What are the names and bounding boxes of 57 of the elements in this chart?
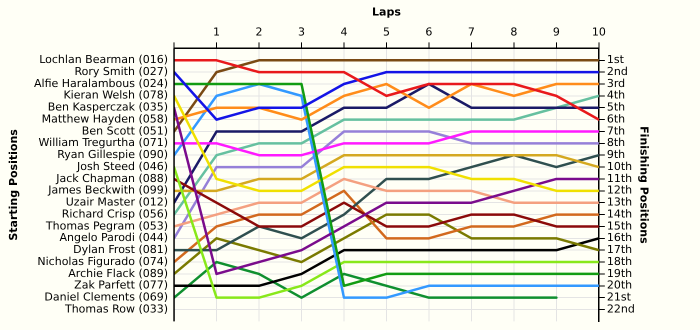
y-tick-label: 19th <box>606 266 632 280</box>
x-tick-label: 8 <box>510 26 518 39</box>
series-label: Nicholas Figurado (074) <box>37 254 168 268</box>
series-label: Richard Crisp (056) <box>62 207 168 220</box>
y-tick-label: 22nd <box>606 302 635 316</box>
x-tick-label: 2 <box>256 26 263 39</box>
y-tick-label: 14th <box>606 207 632 220</box>
series-label: Zak Parfett (077) <box>74 278 168 292</box>
x-tick-label: 9 <box>552 26 560 39</box>
x-tick-label: 10 <box>592 26 606 39</box>
text: Starting Positions <box>6 128 20 241</box>
y-tick-label: 7th <box>606 124 626 138</box>
x-axis-title: Laps <box>372 5 402 18</box>
y-tick-label: 11th <box>606 172 632 185</box>
series-label: Lochlan Bearman (016) <box>39 53 168 66</box>
series-label: James Beckwith (099) <box>47 184 168 197</box>
x-tick-label: 7 <box>468 26 475 39</box>
y-tick-label: 8th <box>606 136 626 150</box>
series-label: Ben Scott (051) <box>82 124 168 138</box>
x-tick-label: 6 <box>425 26 432 39</box>
y-tick-label: 15th <box>606 219 632 232</box>
series-label: Thomas Pegram (053) <box>44 219 168 232</box>
series-label: Alfie Haralambous (024) <box>34 76 168 90</box>
y-tick-label: 16th <box>606 231 632 244</box>
y-tick-label: 9th <box>606 148 626 162</box>
y-tick-label: 20th <box>606 278 632 292</box>
x-tick-label: 3 <box>298 26 305 39</box>
y-tick-label: 13th <box>606 196 632 209</box>
series-label: Kieran Welsh (078) <box>63 88 168 102</box>
series-label: Jack Chapman (088) <box>55 172 168 185</box>
x-tick-label: 4 <box>340 26 348 39</box>
y-tick-label: 4th <box>606 88 626 102</box>
y-tick-label: 6th <box>606 112 626 126</box>
y-tick-label: 17th <box>606 243 632 256</box>
x-tick-label: 1 <box>213 26 220 39</box>
x-tick-label: 5 <box>382 26 390 39</box>
series-label: William Tregurtha (071) <box>38 136 168 150</box>
series-label: Matthew Hayden (058) <box>42 112 168 126</box>
y-axis-title: Finishing Positions <box>638 126 651 244</box>
series-label: Rory Smith (027) <box>74 65 168 78</box>
y-tick-label: 18th <box>606 254 632 268</box>
y-tick-label: 3rd <box>606 76 626 90</box>
y-tick-label: 12th <box>606 184 632 197</box>
series-label: Daniel Clements (069) <box>44 290 168 304</box>
series-label: Angelo Parodi (044) <box>60 231 168 244</box>
y-tick-label: 10th <box>606 160 632 173</box>
y-tick-label: 2nd <box>606 65 628 78</box>
y-tick-label: 1st <box>606 53 625 66</box>
series-label: Uzair Master (012) <box>66 196 168 209</box>
series-label: Ryan Gillespie (090) <box>57 148 168 162</box>
series-label: Dylan Frost (081) <box>73 243 168 256</box>
text: Thomas Row (033) <box>64 302 168 316</box>
series-label: Josh Steed (046) <box>76 160 168 173</box>
series-label: Archie Flack (089) <box>68 266 168 280</box>
y-tick-label: 21st <box>606 290 632 304</box>
y-tick-label: 5th <box>606 100 626 114</box>
series-label: Ben Kasperczak (035) <box>48 100 168 114</box>
